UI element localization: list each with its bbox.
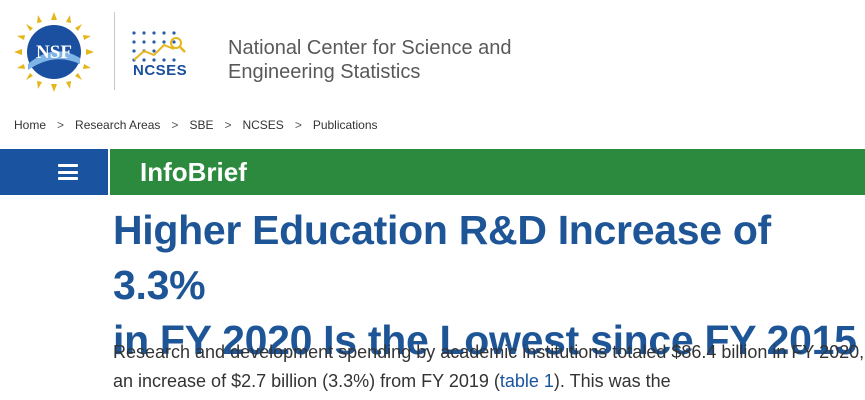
article-paragraph: Research and development spending by aca… — [113, 338, 865, 396]
org-name[interactable]: National Center for Science and Engineer… — [228, 36, 558, 84]
section-label: InfoBrief — [140, 157, 247, 187]
breadcrumb-separator: > — [294, 118, 302, 132]
breadcrumb-separator: > — [224, 118, 232, 132]
org-name-line2: Engineering Statistics — [228, 61, 421, 83]
table-1-link[interactable]: table 1 — [499, 371, 554, 391]
breadcrumb-separator: > — [57, 118, 65, 132]
hamburger-menu-icon[interactable] — [58, 164, 78, 180]
breadcrumb-separator: > — [171, 118, 179, 132]
page-title-line1: Higher Education R&D Increase of 3.3% — [113, 207, 771, 308]
paragraph-text-end: ). This was the — [553, 371, 671, 391]
org-name-line1: National Center for Science and — [228, 37, 512, 59]
breadcrumb: Home > Research Areas > SBE > NCSES > Pu… — [14, 117, 378, 133]
section-bar: InfoBrief — [110, 149, 865, 195]
logo-divider — [114, 12, 115, 90]
breadcrumb-publications[interactable]: Publications — [312, 118, 378, 132]
paragraph-text: Research and development spending by aca… — [113, 342, 865, 391]
breadcrumb-sbe[interactable]: SBE — [189, 118, 214, 132]
ncses-logo[interactable] — [128, 18, 194, 84]
breadcrumb-home[interactable]: Home — [14, 118, 47, 132]
ncses-logo-text: NCSES — [133, 62, 188, 79]
nsf-logo-text: NSF — [36, 42, 72, 63]
site-header: NSF NCSES National Center for Science an… — [0, 0, 865, 105]
menu-button[interactable] — [0, 149, 108, 195]
page-title-line2: in FY 2020 Is the Lowest since FY 2015 — [113, 317, 857, 363]
breadcrumb-research-areas[interactable]: Research Areas — [75, 118, 161, 132]
breadcrumb-ncses[interactable]: NCSES — [242, 118, 284, 132]
nsf-logo[interactable]: NSF — [14, 12, 94, 92]
page-title: Higher Education R&D Increase of 3.3% in… — [113, 203, 863, 368]
